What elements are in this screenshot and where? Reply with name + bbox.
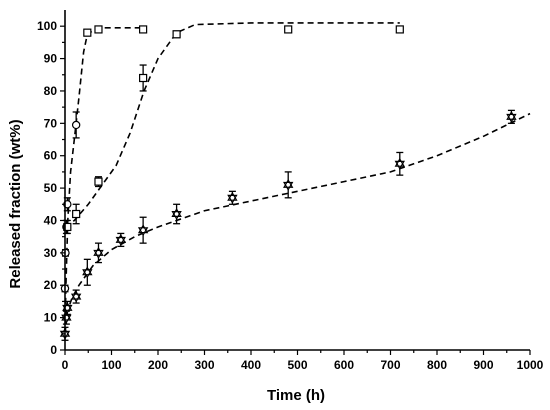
star-marker bbox=[137, 224, 149, 237]
x-tick-label: 500 bbox=[287, 358, 307, 372]
star-marker bbox=[394, 157, 405, 170]
y-tick-label: 40 bbox=[44, 213, 58, 227]
y-axis: 0 10 20 30 40 50 60 70 80 90 100 bbox=[37, 10, 66, 357]
star-marker bbox=[283, 178, 294, 191]
star-marker bbox=[82, 266, 93, 279]
series-star bbox=[59, 109, 531, 341]
x-tick-label: 0 bbox=[62, 358, 69, 372]
square-marker bbox=[139, 73, 148, 83]
y-tick-label: 50 bbox=[44, 181, 58, 195]
y-tick-label: 20 bbox=[44, 278, 58, 292]
fit-curve-star bbox=[64, 112, 531, 334]
star-marker bbox=[506, 110, 517, 123]
star-marker bbox=[70, 290, 82, 303]
y-tick-label: 80 bbox=[44, 84, 58, 98]
x-tick-label: 900 bbox=[473, 358, 493, 372]
y-tick-label: 0 bbox=[50, 343, 57, 357]
star-marker-up bbox=[283, 178, 294, 188]
star-marker-up bbox=[93, 246, 104, 256]
x-axis: 0 100 200 300 400 500 600 700 800 900 1000 bbox=[62, 349, 544, 372]
x-tick-label: 600 bbox=[334, 358, 354, 372]
square-marker bbox=[94, 25, 103, 34]
circle-marker bbox=[71, 120, 81, 130]
y-tick-label: 60 bbox=[44, 149, 58, 163]
square-marker bbox=[94, 177, 103, 186]
square-marker bbox=[83, 28, 92, 37]
star-marker bbox=[227, 191, 238, 204]
star-marker-up bbox=[115, 233, 126, 243]
square-marker bbox=[172, 30, 181, 39]
star-marker bbox=[115, 233, 126, 246]
y-tick-label: 70 bbox=[44, 116, 58, 130]
x-tick-label: 700 bbox=[380, 358, 400, 372]
series-circle bbox=[60, 27, 145, 334]
x-tick-label: 1000 bbox=[517, 358, 544, 372]
square-marker bbox=[395, 25, 404, 34]
x-tick-label: 800 bbox=[427, 358, 447, 372]
x-tick-label: 300 bbox=[194, 358, 214, 372]
square-marker bbox=[284, 25, 293, 34]
star-marker bbox=[171, 208, 182, 220]
x-axis-title: Time (h) bbox=[267, 387, 325, 404]
y-tick-label: 100 bbox=[37, 19, 57, 33]
square-marker bbox=[63, 222, 72, 232]
x-tick-label: 200 bbox=[148, 358, 168, 372]
star-marker-up bbox=[227, 191, 238, 201]
star-marker-up bbox=[82, 266, 93, 276]
series-square bbox=[63, 22, 404, 235]
square-marker bbox=[139, 25, 148, 34]
y-tick-label: 10 bbox=[44, 311, 58, 325]
y-axis-title: Released fraction (wt%) bbox=[7, 119, 24, 288]
y-tick-label: 90 bbox=[44, 52, 58, 66]
x-tick-label: 400 bbox=[241, 358, 261, 372]
y-tick-label: 30 bbox=[44, 246, 58, 260]
star-marker-up bbox=[137, 224, 149, 234]
plot-area bbox=[59, 22, 531, 341]
star-marker-up bbox=[394, 157, 405, 167]
star-marker bbox=[93, 246, 104, 259]
star-marker-up bbox=[70, 290, 82, 300]
star-marker-up bbox=[171, 208, 182, 217]
star-marker-up bbox=[506, 110, 517, 120]
square-marker bbox=[72, 209, 81, 219]
x-tick-label: 100 bbox=[101, 358, 121, 372]
